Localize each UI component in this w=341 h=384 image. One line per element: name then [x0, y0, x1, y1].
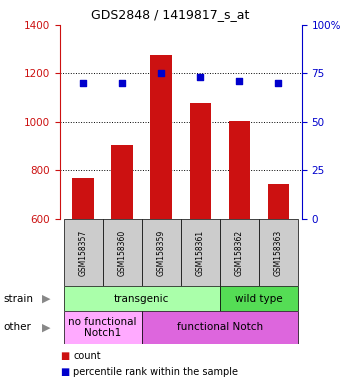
Text: no functional
Notch1: no functional Notch1	[69, 316, 137, 338]
Bar	[103, 219, 142, 286]
Point	[119, 80, 125, 86]
Bar	[268, 184, 289, 219]
Bar	[150, 55, 172, 219]
Text: percentile rank within the sample: percentile rank within the sample	[73, 367, 238, 377]
Text: wild type: wild type	[235, 293, 283, 304]
Text: ▶: ▶	[42, 322, 50, 333]
Bar	[220, 286, 298, 311]
Bar	[181, 219, 220, 286]
Text: other: other	[3, 322, 31, 333]
Bar	[112, 145, 133, 219]
Bar	[63, 286, 220, 311]
Point	[237, 78, 242, 84]
Bar	[63, 219, 103, 286]
Point	[276, 80, 281, 86]
Text: count: count	[73, 351, 101, 361]
Bar	[228, 121, 250, 219]
Text: GDS2848 / 1419817_s_at: GDS2848 / 1419817_s_at	[91, 8, 250, 21]
Bar	[259, 219, 298, 286]
Bar	[63, 311, 142, 344]
Point	[159, 70, 164, 76]
Bar	[72, 178, 94, 219]
Point	[197, 74, 203, 80]
Text: GSM158357: GSM158357	[79, 229, 88, 276]
Bar	[190, 103, 211, 219]
Text: GSM158359: GSM158359	[157, 229, 166, 276]
Bar	[220, 219, 259, 286]
Bar	[142, 219, 181, 286]
Text: strain: strain	[3, 293, 33, 304]
Bar	[142, 311, 298, 344]
Text: ■: ■	[60, 351, 69, 361]
Text: GSM158362: GSM158362	[235, 229, 244, 276]
Text: ▶: ▶	[42, 293, 50, 304]
Text: ■: ■	[60, 367, 69, 377]
Text: GSM158363: GSM158363	[274, 229, 283, 276]
Text: transgenic: transgenic	[114, 293, 169, 304]
Point	[80, 80, 86, 86]
Text: GSM158360: GSM158360	[118, 229, 127, 276]
Text: functional Notch: functional Notch	[177, 322, 263, 333]
Text: GSM158361: GSM158361	[196, 229, 205, 276]
